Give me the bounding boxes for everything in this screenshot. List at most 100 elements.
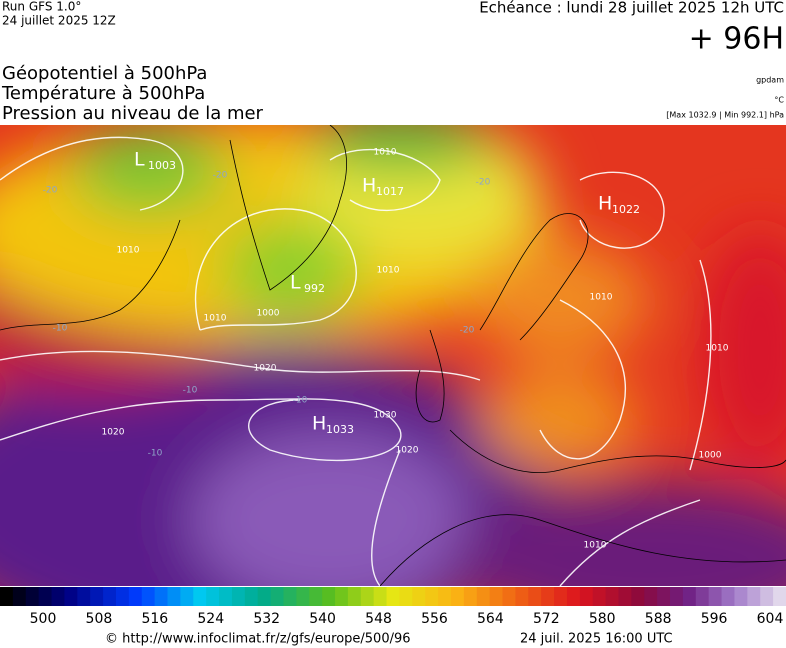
isobar-label: 1020 (396, 446, 419, 456)
colorbar-swatch (476, 587, 491, 606)
colorbar-swatch (77, 587, 91, 606)
colorbar-swatch (244, 587, 259, 606)
colorbar-tick-label: 572 (533, 611, 560, 627)
colorbar-swatch (773, 587, 786, 606)
colorbar-swatch (502, 587, 516, 606)
colorbar-swatch (231, 587, 246, 606)
colorbar-swatch (734, 587, 748, 606)
temperature-label: -10 (53, 324, 68, 334)
colorbar-swatch (670, 587, 684, 606)
colorbar-tick-label: 500 (30, 611, 57, 627)
center-type: H (598, 193, 612, 215)
temperature-label: -10 (183, 386, 198, 396)
colorbar-swatch (438, 587, 452, 606)
colorbar-swatch (0, 587, 14, 606)
title-line: Pression au niveau de la mer (2, 103, 264, 124)
colorbar-swatch (760, 587, 774, 606)
colorbar-swatch (309, 587, 323, 606)
lead-time: + 96H (689, 22, 784, 57)
temperature-label: -20 (460, 326, 475, 336)
colorbar-swatch (657, 587, 671, 606)
colorbar-swatch (412, 587, 426, 606)
colorbar-swatch (335, 587, 349, 606)
center-type: L (290, 272, 301, 294)
colorbar-swatch (25, 587, 40, 606)
unit: °C (774, 96, 784, 105)
temperature-label: -10 (293, 396, 308, 406)
temperature-label: -20 (476, 178, 491, 188)
colorbar-swatch (592, 587, 607, 606)
colorbar-swatch (206, 587, 220, 606)
colorbar-swatch (463, 587, 478, 606)
colorbar-swatch (180, 587, 194, 606)
unit: gpdam (756, 76, 784, 85)
colorbar-tick-label: 556 (421, 611, 448, 627)
isobar-label: 1000 (257, 309, 280, 319)
colorbar-swatch (347, 587, 362, 606)
colorbar-swatch (360, 587, 375, 606)
colorbar-tick-label: 580 (589, 611, 616, 627)
isobar-label: 1020 (102, 428, 125, 438)
colorbar-swatch (528, 587, 542, 606)
colorbar-swatch (566, 587, 581, 606)
colorbar-swatch (322, 587, 336, 606)
colorbar-swatch (399, 587, 413, 606)
colorbar-swatch (90, 587, 104, 606)
temperature-label: -10 (148, 449, 163, 459)
center-value: 1017 (376, 185, 404, 198)
colorbar-swatch (296, 587, 310, 606)
colorbar-swatch (373, 587, 388, 606)
colorbar-tick-label: 548 (365, 611, 392, 627)
temperature-label: -20 (213, 171, 228, 181)
center-type: L (134, 149, 145, 171)
colorbar-swatch (38, 587, 53, 606)
colorbar-swatch (618, 587, 632, 606)
colorbar-swatch (644, 587, 658, 606)
colorbar-swatch (115, 587, 130, 606)
colorbar-swatch (695, 587, 710, 606)
center-value: 992 (304, 282, 325, 295)
isobar-label: 1010 (584, 541, 607, 551)
colorbar-swatch (154, 587, 169, 606)
isobar-label: 1030 (374, 411, 397, 421)
colorbar-tick-label: 604 (757, 611, 784, 627)
colorbar-tick-label: 540 (309, 611, 336, 627)
temperature-label: -20 (43, 186, 58, 196)
colorbar-swatch (64, 587, 78, 606)
colorbar-swatch (708, 587, 723, 606)
colorbar-swatch (541, 587, 555, 606)
colorbar-tick-label: 508 (86, 611, 113, 627)
isobar-label: 1010 (204, 314, 227, 324)
run-date: 24 juillet 2025 12Z (2, 14, 116, 28)
center-type: H (362, 175, 376, 197)
colorbar-swatch (682, 587, 697, 606)
center-type: H (312, 413, 326, 435)
isobar-label: 1010 (377, 266, 400, 276)
colorbar-swatch (450, 587, 465, 606)
colorbar-swatch (489, 587, 504, 606)
colorbar-swatch (219, 587, 233, 606)
map (0, 125, 786, 586)
center-value: 1022 (612, 203, 640, 216)
run-label: Run GFS 1.0° (2, 0, 81, 14)
colorbar-swatch (128, 587, 143, 606)
isobar-label: 1010 (117, 246, 140, 256)
isobar-label: 1010 (706, 344, 729, 354)
colorbar-swatch (167, 587, 181, 606)
isobar-label: 1010 (590, 293, 613, 303)
colorbar-swatch (141, 587, 156, 606)
colorbar-swatch (554, 587, 568, 606)
footer-date: 24 juil. 2025 16:00 UTC (520, 632, 673, 647)
isobar-label: 1010 (374, 148, 397, 158)
colorbar-tick-label: 564 (477, 611, 504, 627)
colorbar-swatch (747, 587, 761, 606)
colorbar-swatch (257, 587, 272, 606)
colorbar-swatch (721, 587, 735, 606)
colorbar-tick-label: 516 (141, 611, 168, 627)
unit: [Max 1032.9 | Min 992.1] hPa (666, 111, 784, 120)
colorbar-swatch (103, 587, 117, 606)
colorbar: 500 508 516 524 532 540 548 556 564 572 580 588 596 6… (0, 587, 786, 627)
colorbar-swatch (425, 587, 439, 606)
